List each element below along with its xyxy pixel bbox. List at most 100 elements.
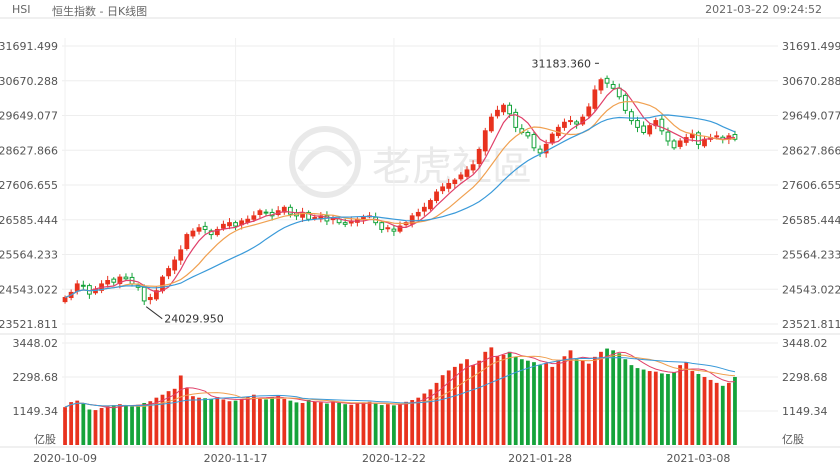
candle-body — [160, 276, 165, 292]
candle-body — [391, 228, 397, 232]
volume-ma20-line — [64, 357, 736, 408]
volume-bar — [227, 401, 232, 445]
candle-body — [488, 116, 494, 132]
candle-body — [397, 225, 403, 232]
volume-bar — [142, 402, 147, 445]
volume-bar — [526, 360, 530, 445]
ma20-line — [64, 114, 736, 299]
date-tick: 2021-01-28 — [508, 452, 572, 465]
volume-ma5-line — [64, 351, 735, 409]
watermark-text: 老虎社區 — [372, 144, 532, 190]
volume-bar — [245, 397, 250, 445]
candle-body — [154, 290, 159, 300]
volume-bar — [733, 376, 737, 445]
price-tick-right: 30670.288 — [782, 75, 840, 88]
volume-bar — [501, 354, 506, 445]
candle-body — [415, 211, 421, 217]
volume-bar — [69, 402, 74, 445]
candle-body — [80, 284, 86, 287]
candle-body — [306, 211, 312, 220]
volume-bar — [574, 359, 579, 445]
volume-bar — [708, 379, 713, 445]
candle-body — [281, 206, 287, 213]
volume-bar — [550, 366, 555, 445]
volume-bar — [392, 405, 396, 445]
volume-bar — [203, 398, 208, 445]
candle-body — [476, 148, 482, 164]
price-tick-left: 31691.499 — [0, 40, 58, 53]
volume-bar — [337, 402, 341, 445]
candle-body — [622, 94, 628, 111]
volume-bar — [294, 402, 299, 445]
volume-bar — [379, 405, 384, 445]
volume-bar — [653, 371, 658, 445]
volume-bar — [684, 362, 689, 445]
date-tick: 2021-03-08 — [666, 452, 730, 465]
candle-body — [74, 283, 80, 292]
volume-bar — [568, 350, 573, 445]
price-tick-right: 25564.233 — [782, 249, 840, 262]
chart-header: HSI 恒生指数 - 日K线图 2021-03-22 09:24:52 — [0, 0, 840, 18]
volume-bar — [416, 397, 421, 445]
volume-bar — [160, 394, 165, 445]
volume-bar — [209, 398, 214, 445]
volume-bar — [495, 356, 500, 445]
candle-body — [598, 79, 604, 91]
candle-body — [178, 249, 184, 261]
volume-bar — [434, 382, 439, 445]
volume-bar — [349, 404, 354, 445]
candle-body — [342, 222, 348, 225]
volume-bar — [519, 359, 524, 445]
volume-bar — [562, 356, 567, 445]
candle-body — [501, 104, 506, 113]
symbol-label: HSI — [12, 3, 31, 16]
price-tick-left: 26585.444 — [0, 214, 58, 227]
candle-body — [428, 200, 433, 210]
candle-body — [610, 84, 616, 89]
volume-bar — [635, 368, 640, 445]
volume-bar — [617, 353, 622, 445]
volume-bar — [367, 401, 372, 445]
volume-bar — [63, 407, 67, 445]
volume-bar — [641, 369, 646, 445]
candle-body — [458, 174, 464, 180]
candle-body — [696, 132, 701, 145]
grid — [0, 17, 840, 448]
volume-bar — [251, 394, 256, 445]
candle-body — [312, 217, 318, 220]
candle-body — [513, 111, 519, 128]
candle-body — [233, 222, 238, 227]
volume-unit-left: 亿股 — [34, 433, 56, 446]
watermark: 老虎社區 — [289, 126, 532, 198]
annotations: 31183.360 24029.950 — [145, 57, 599, 326]
volume-bar — [343, 404, 348, 445]
volume-bar — [270, 397, 274, 445]
candle-body — [220, 223, 226, 229]
volume-bar — [659, 373, 664, 445]
candle-body — [629, 111, 634, 122]
candle-body — [117, 276, 123, 285]
volume-bar — [373, 403, 378, 445]
candle-body — [227, 222, 232, 227]
candle-body — [574, 121, 580, 125]
volume-bar — [440, 375, 445, 445]
volume-bar — [690, 371, 695, 445]
date-tick: 2020-11-17 — [204, 452, 268, 465]
volume-bar — [215, 397, 220, 445]
candle-body — [647, 125, 653, 135]
chart-title: 恒生指数 - 日K线图 — [52, 5, 148, 18]
volume-bar — [726, 382, 731, 445]
candles — [62, 75, 738, 306]
volume-tick-right: 3448.02 — [782, 337, 828, 350]
volume-bar — [428, 389, 433, 445]
candle-body — [214, 228, 220, 236]
volume-bar — [130, 406, 134, 445]
candle-body — [641, 125, 646, 133]
volume-bar — [666, 374, 670, 445]
candle-body — [470, 164, 476, 171]
volume-bar — [404, 401, 408, 445]
volume-bar — [233, 400, 238, 445]
volume-bar — [306, 400, 311, 445]
candle-body — [549, 133, 555, 144]
volume-bar — [410, 400, 415, 445]
